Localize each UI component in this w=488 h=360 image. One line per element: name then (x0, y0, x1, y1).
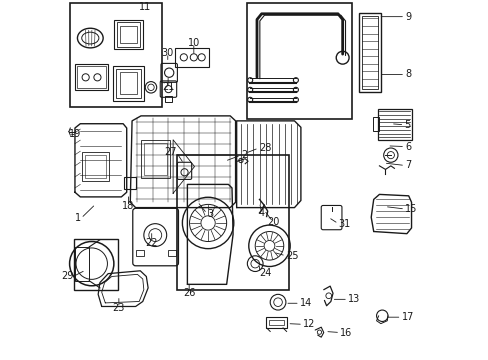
Text: 31: 31 (338, 219, 350, 229)
Bar (123, 177, 135, 189)
Text: 5: 5 (404, 120, 410, 130)
Text: 16: 16 (340, 328, 352, 338)
Text: 12: 12 (303, 319, 315, 329)
Bar (74, 239, 118, 290)
Text: 15: 15 (404, 204, 417, 214)
Text: 4: 4 (258, 208, 264, 218)
Text: 8: 8 (404, 69, 410, 80)
Text: 28: 28 (258, 143, 271, 153)
Text: 22: 22 (145, 238, 158, 248)
Text: 24: 24 (259, 267, 271, 278)
Text: 19: 19 (69, 130, 81, 139)
Text: 17: 17 (401, 312, 413, 322)
Bar (117, 22, 140, 47)
Bar (378, 109, 411, 140)
Text: 13: 13 (347, 294, 360, 304)
Bar (167, 251, 176, 256)
Text: 30: 30 (162, 48, 174, 58)
Text: 3: 3 (206, 209, 213, 219)
Bar (372, 117, 378, 131)
Bar (75, 247, 89, 281)
Bar (361, 16, 377, 89)
Text: 11: 11 (139, 2, 151, 12)
Bar (141, 140, 169, 178)
Text: 27: 27 (163, 147, 176, 157)
Bar (268, 320, 283, 325)
Text: 26: 26 (183, 288, 195, 298)
Text: 23: 23 (112, 302, 125, 312)
Text: 21: 21 (162, 82, 174, 92)
Bar (135, 251, 143, 256)
Bar (175, 48, 208, 67)
Bar (82, 152, 109, 181)
Bar (265, 317, 286, 328)
Text: 9: 9 (404, 12, 410, 22)
Bar (113, 66, 143, 101)
Text: 1: 1 (75, 213, 81, 223)
Bar (247, 3, 351, 120)
Bar (116, 69, 141, 98)
Text: 18: 18 (122, 201, 134, 211)
Bar (70, 3, 162, 107)
Text: 6: 6 (404, 141, 410, 152)
Bar (114, 19, 142, 49)
Bar (120, 26, 137, 43)
Text: 29: 29 (61, 271, 73, 282)
Bar (165, 96, 172, 102)
Bar (120, 72, 137, 94)
Bar (176, 155, 288, 290)
Bar (77, 66, 106, 88)
Text: 20: 20 (266, 217, 279, 227)
Text: 10: 10 (187, 38, 200, 48)
Bar (84, 155, 106, 178)
Text: 7: 7 (404, 161, 410, 171)
Text: 2: 2 (241, 150, 246, 160)
Bar (358, 13, 380, 91)
Text: 25: 25 (285, 251, 298, 261)
Text: 14: 14 (299, 298, 311, 308)
Bar (75, 64, 108, 90)
Bar (143, 143, 166, 175)
